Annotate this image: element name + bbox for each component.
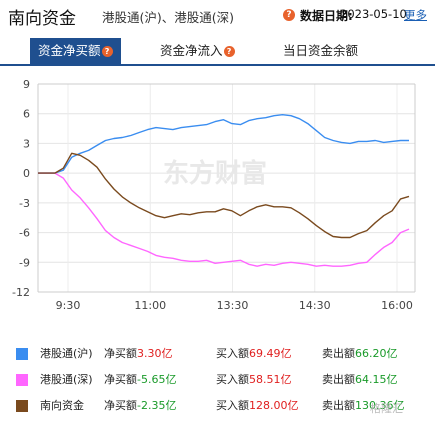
date-value: 2023-05-10 [340, 7, 407, 21]
buy-amount: 买入额58.51亿 [216, 370, 292, 390]
y-tick-label: -3 [19, 197, 30, 210]
help-icon[interactable]: ? [223, 46, 235, 57]
legend-swatch [16, 374, 28, 386]
buy-label: 买入额 [216, 373, 249, 386]
sell-label: 卖出额 [322, 373, 355, 386]
y-tick-label: -6 [19, 227, 30, 240]
x-tick-label: 14:30 [299, 299, 331, 312]
legend-swatch [16, 400, 28, 412]
header: 南向资金 港股通(沪)、港股通(深) ? 数据日期: 2023-05-10 更多 [0, 0, 435, 30]
y-tick-label: 3 [23, 137, 30, 150]
y-tick-label: 0 [23, 167, 30, 180]
sell-value: 66.20亿 [355, 347, 398, 360]
help-icon[interactable]: ? [283, 9, 295, 21]
buy-amount: 买入额69.49亿 [216, 344, 292, 364]
corner-watermark: 格隆汇 [370, 402, 403, 415]
net-buy-label: 净买额 [104, 399, 137, 412]
series-name: 南向资金 [40, 399, 84, 412]
legend-row: 港股通(沪) 净买额3.30亿 买入额69.49亿 卖出额66.20亿 [0, 344, 435, 364]
net-buy-label: 净买额 [104, 373, 137, 386]
x-tick-label: 9:30 [56, 299, 81, 312]
series-name: 港股通(深) [40, 373, 93, 386]
tab-net-inflow-label: 资金净流入 [160, 43, 223, 58]
x-tick-label: 11:00 [134, 299, 166, 312]
buy-label: 买入额 [216, 399, 249, 412]
page-subtitle: 港股通(沪)、港股通(深) [102, 10, 235, 25]
series-line-1 [38, 172, 410, 267]
net-buy: 净买额-2.35亿 [104, 396, 176, 416]
series-line-2 [38, 152, 410, 239]
buy-value: 69.49亿 [249, 347, 292, 360]
y-tick-label: -12 [12, 286, 30, 299]
net-buy-chart: 东方财富 9 6 3 0 -3 -6 -9 -12 9:30 11:00 13:30 14:30 16… [12, 78, 416, 312]
buy-value: 128.00亿 [249, 399, 299, 412]
page-title: 南向资金 [8, 9, 76, 29]
net-buy: 净买额-5.65亿 [104, 370, 176, 390]
net-buy-label: 净买额 [104, 347, 137, 360]
sell-amount: 卖出额66.20亿 [322, 344, 398, 364]
sell-amount: 卖出额64.15亿 [322, 370, 398, 390]
help-icon[interactable]: ? [101, 46, 113, 57]
series-name: 港股通(沪) [40, 347, 93, 360]
chart-watermark: 东方财富 [163, 158, 267, 189]
legend-swatch [16, 348, 28, 360]
date-label: 数据日期: [300, 9, 353, 23]
buy-value: 58.51亿 [249, 373, 292, 386]
tab-net-buy[interactable]: 资金净买额? [30, 38, 121, 64]
net-buy-value: -2.35亿 [137, 399, 177, 412]
net-buy: 净买额3.30亿 [104, 344, 173, 364]
y-tick-label: -9 [19, 256, 30, 269]
buy-amount: 买入额128.00亿 [216, 396, 299, 416]
net-buy-value: 3.30亿 [137, 347, 173, 360]
tab-net-buy-label: 资金净买额 [38, 43, 101, 58]
tab-net-inflow[interactable]: 资金净流入? [160, 38, 235, 64]
sell-label: 卖出额 [322, 347, 355, 360]
x-tick-label: 16:00 [381, 299, 413, 312]
series-line-0 [38, 114, 409, 174]
sell-amount: 卖出额130.36亿 [322, 396, 405, 416]
more-link[interactable]: 更多 [404, 8, 427, 22]
y-tick-label: 9 [23, 78, 30, 91]
x-tick-label: 13:30 [217, 299, 249, 312]
sell-value: 130.36亿 [355, 399, 405, 412]
buy-label: 买入额 [216, 347, 249, 360]
y-tick-label: 6 [23, 108, 30, 121]
tab-daily-balance[interactable]: 当日资金余额 [283, 38, 358, 64]
tab-daily-balance-label: 当日资金余额 [283, 43, 359, 58]
sell-value: 64.15亿 [355, 373, 398, 386]
net-buy-value: -5.65亿 [137, 373, 177, 386]
sell-label: 卖出额 [322, 399, 355, 412]
legend-row: 港股通(深) 净买额-5.65亿 买入额58.51亿 卖出额64.15亿 [0, 370, 435, 390]
tab-bar: 资金净买额? 资金净流入? 当日资金余额 [0, 38, 435, 66]
legend-row: 南向资金 净买额-2.35亿 买入额128.00亿 卖出额130.36亿 [0, 396, 435, 416]
